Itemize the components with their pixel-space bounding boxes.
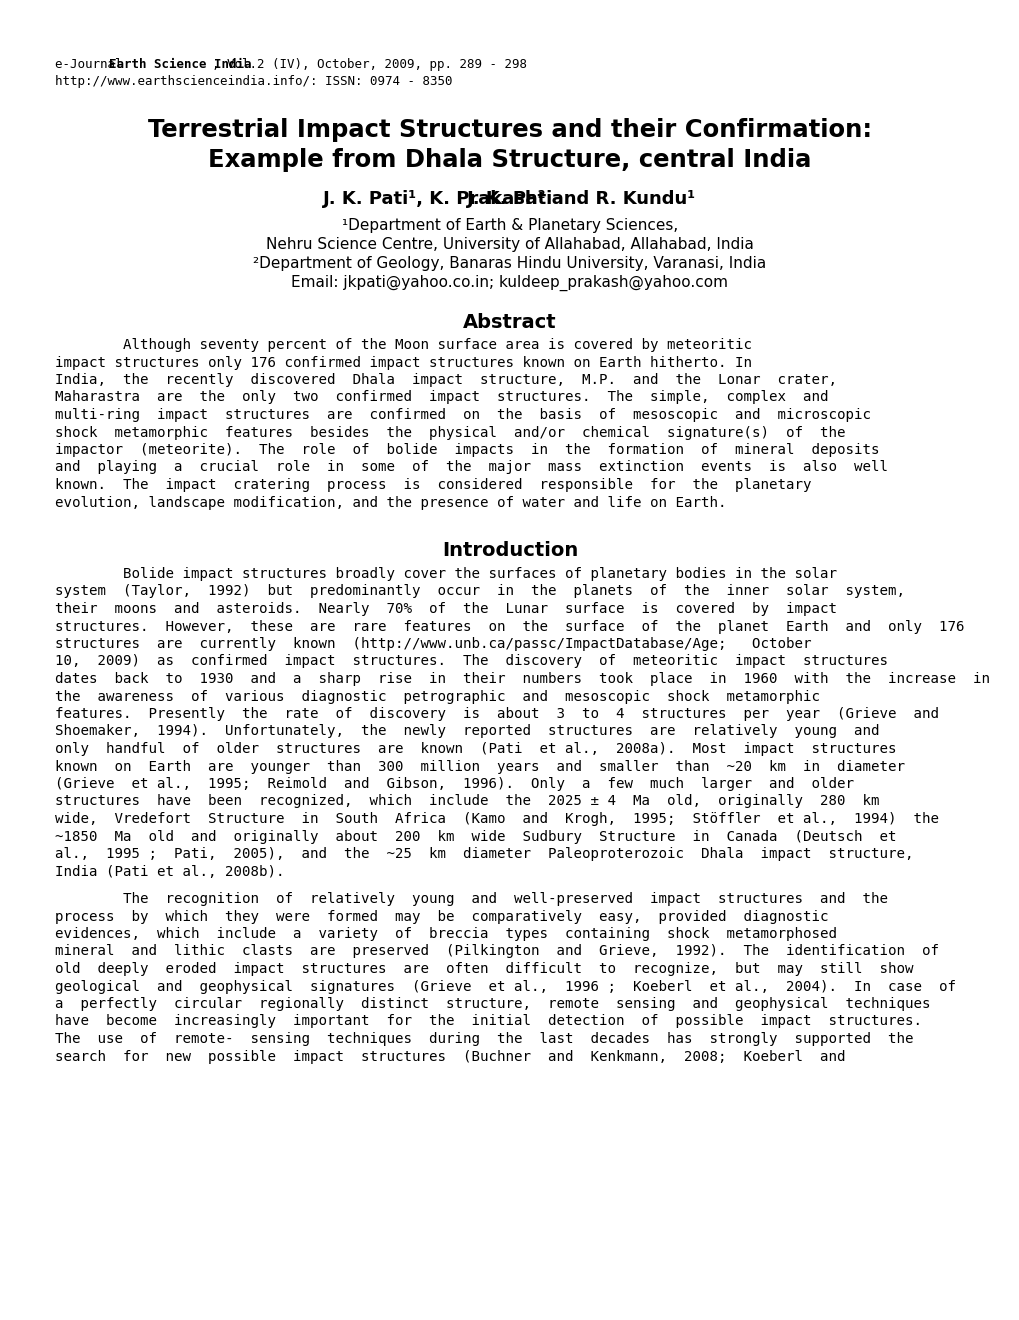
- Text: known  on  Earth  are  younger  than  300  million  years  and  smaller  than  ~: known on Earth are younger than 300 mill…: [55, 759, 904, 774]
- Text: (Grieve  et al.,  1995;  Reimold  and  Gibson,  1996).  Only  a  few  much  larg: (Grieve et al., 1995; Reimold and Gibson…: [55, 777, 853, 791]
- Text: , Vol.2 (IV), October, 2009, pp. 289 - 298: , Vol.2 (IV), October, 2009, pp. 289 - 2…: [211, 58, 526, 71]
- Text: dates  back  to  1930  and  a  sharp  rise  in  their  numbers  took  place  in : dates back to 1930 and a sharp rise in t…: [55, 672, 989, 686]
- Text: India (Pati et al., 2008b).: India (Pati et al., 2008b).: [55, 865, 284, 879]
- Text: Although seventy percent of the Moon surface area is covered by meteoritic: Although seventy percent of the Moon sur…: [55, 338, 751, 352]
- Text: structures  are  currently  known  (http://www.unb.ca/passc/ImpactDatabase/Age; : structures are currently known (http://w…: [55, 638, 811, 651]
- Text: http://www.earthscienceindia.info/: ISSN: 0974 - 8350: http://www.earthscienceindia.info/: ISSN…: [55, 75, 452, 88]
- Text: process  by  which  they  were  formed  may  be  comparatively  easy,  provided : process by which they were formed may be…: [55, 909, 827, 924]
- Text: mineral  and  lithic  clasts  are  preserved  (Pilkington  and  Grieve,  1992). : mineral and lithic clasts are preserved …: [55, 945, 938, 958]
- Text: ~1850  Ma  old  and  originally  about  200  km  wide  Sudbury  Structure  in  C: ~1850 Ma old and originally about 200 km…: [55, 829, 896, 843]
- Text: Example from Dhala Structure, central India: Example from Dhala Structure, central In…: [208, 148, 811, 172]
- Text: Nehru Science Centre, University of Allahabad, Allahabad, India: Nehru Science Centre, University of Alla…: [266, 238, 753, 252]
- Text: e-Journal: e-Journal: [55, 58, 129, 71]
- Text: The  use  of  remote-  sensing  techniques  during  the  last  decades  has  str: The use of remote- sensing techniques du…: [55, 1032, 913, 1045]
- Text: multi-ring  impact  structures  are  confirmed  on  the  basis  of  mesoscopic  : multi-ring impact structures are confirm…: [55, 408, 870, 422]
- Text: only  handful  of  older  structures  are  known  (Pati  et al.,  2008a).  Most : only handful of older structures are kno…: [55, 742, 896, 756]
- Text: Email: jkpati@yahoo.co.in; kuldeep_prakash@yahoo.com: Email: jkpati@yahoo.co.in; kuldeep_praka…: [291, 275, 728, 292]
- Text: structures.  However,  these  are  rare  features  on  the  surface  of  the  pl: structures. However, these are rare feat…: [55, 619, 964, 634]
- Text: a  perfectly  circular  regionally  distinct  structure,  remote  sensing  and  : a perfectly circular regionally distinct…: [55, 997, 929, 1011]
- Text: geological  and  geophysical  signatures  (Grieve  et al.,  1996 ;  Koeberl  et : geological and geophysical signatures (G…: [55, 979, 955, 994]
- Text: The  recognition  of  relatively  young  and  well-preserved  impact  structures: The recognition of relatively young and …: [55, 892, 888, 906]
- Text: India,  the  recently  discovered  Dhala  impact  structure,  M.P.  and  the  Lo: India, the recently discovered Dhala imp…: [55, 374, 837, 387]
- Text: J. K. Pati¹, K. Prakash² and R. Kundu¹: J. K. Pati¹, K. Prakash² and R. Kundu¹: [323, 190, 696, 209]
- Text: Bolide impact structures broadly cover the surfaces of planetary bodies in the s: Bolide impact structures broadly cover t…: [55, 568, 837, 581]
- Text: shock  metamorphic  features  besides  the  physical  and/or  chemical  signatur: shock metamorphic features besides the p…: [55, 425, 845, 440]
- Text: search  for  new  possible  impact  structures  (Buchner  and  Kenkmann,  2008; : search for new possible impact structure…: [55, 1049, 845, 1064]
- Text: known.  The  impact  cratering  process  is  considered  responsible  for  the  : known. The impact cratering process is c…: [55, 478, 811, 492]
- Text: Terrestrial Impact Structures and their Confirmation:: Terrestrial Impact Structures and their …: [148, 117, 871, 143]
- Text: the  awareness  of  various  diagnostic  petrographic  and  mesoscopic  shock  m: the awareness of various diagnostic petr…: [55, 689, 819, 704]
- Text: impactor  (meteorite).  The  role  of  bolide  impacts  in  the  formation  of  : impactor (meteorite). The role of bolide…: [55, 444, 878, 457]
- Text: Shoemaker,  1994).  Unfortunately,  the  newly  reported  structures  are  relat: Shoemaker, 1994). Unfortunately, the new…: [55, 725, 878, 738]
- Text: J. K. Pati: J. K. Pati: [467, 190, 552, 209]
- Text: structures  have  been  recognized,  which  include  the  2025 ± 4  Ma  old,  or: structures have been recognized, which i…: [55, 795, 878, 808]
- Text: their  moons  and  asteroids.  Nearly  70%  of  the  Lunar  surface  is  covered: their moons and asteroids. Nearly 70% of…: [55, 602, 837, 616]
- Text: Abstract: Abstract: [463, 313, 556, 333]
- Text: and  playing  a  crucial  role  in  some  of  the  major  mass  extinction  even: and playing a crucial role in some of th…: [55, 461, 888, 474]
- Text: impact structures only 176 confirmed impact structures known on Earth hitherto. : impact structures only 176 confirmed imp…: [55, 355, 751, 370]
- Text: old  deeply  eroded  impact  structures  are  often  difficult  to  recognize,  : old deeply eroded impact structures are …: [55, 962, 913, 975]
- Text: ¹Department of Earth & Planetary Sciences,: ¹Department of Earth & Planetary Science…: [341, 218, 678, 234]
- Text: wide,  Vredefort  Structure  in  South  Africa  (Kamo  and  Krogh,  1995;  Stöff: wide, Vredefort Structure in South Afric…: [55, 812, 938, 826]
- Text: features.  Presently  the  rate  of  discovery  is  about  3  to  4  structures : features. Presently the rate of discover…: [55, 708, 938, 721]
- Text: evolution, landscape modification, and the presence of water and life on Earth.: evolution, landscape modification, and t…: [55, 495, 726, 510]
- Text: Introduction: Introduction: [441, 541, 578, 560]
- Text: have  become  increasingly  important  for  the  initial  detection  of  possibl: have become increasingly important for t…: [55, 1015, 921, 1028]
- Text: system  (Taylor,  1992)  but  predominantly  occur  in  the  planets  of  the  i: system (Taylor, 1992) but predominantly …: [55, 585, 904, 598]
- Text: al.,  1995 ;  Pati,  2005),  and  the  ~25  km  diameter  Paleoproterozoic  Dhal: al., 1995 ; Pati, 2005), and the ~25 km …: [55, 847, 913, 861]
- Text: ²Department of Geology, Banaras Hindu University, Varanasi, India: ²Department of Geology, Banaras Hindu Un…: [253, 256, 766, 271]
- Text: Earth Science India: Earth Science India: [109, 58, 252, 71]
- Text: 10,  2009)  as  confirmed  impact  structures.  The  discovery  of  meteoritic  : 10, 2009) as confirmed impact structures…: [55, 655, 888, 668]
- Text: Maharastra  are  the  only  two  confirmed  impact  structures.  The  simple,  c: Maharastra are the only two confirmed im…: [55, 391, 827, 404]
- Text: evidences,  which  include  a  variety  of  breccia  types  containing  shock  m: evidences, which include a variety of br…: [55, 927, 837, 941]
